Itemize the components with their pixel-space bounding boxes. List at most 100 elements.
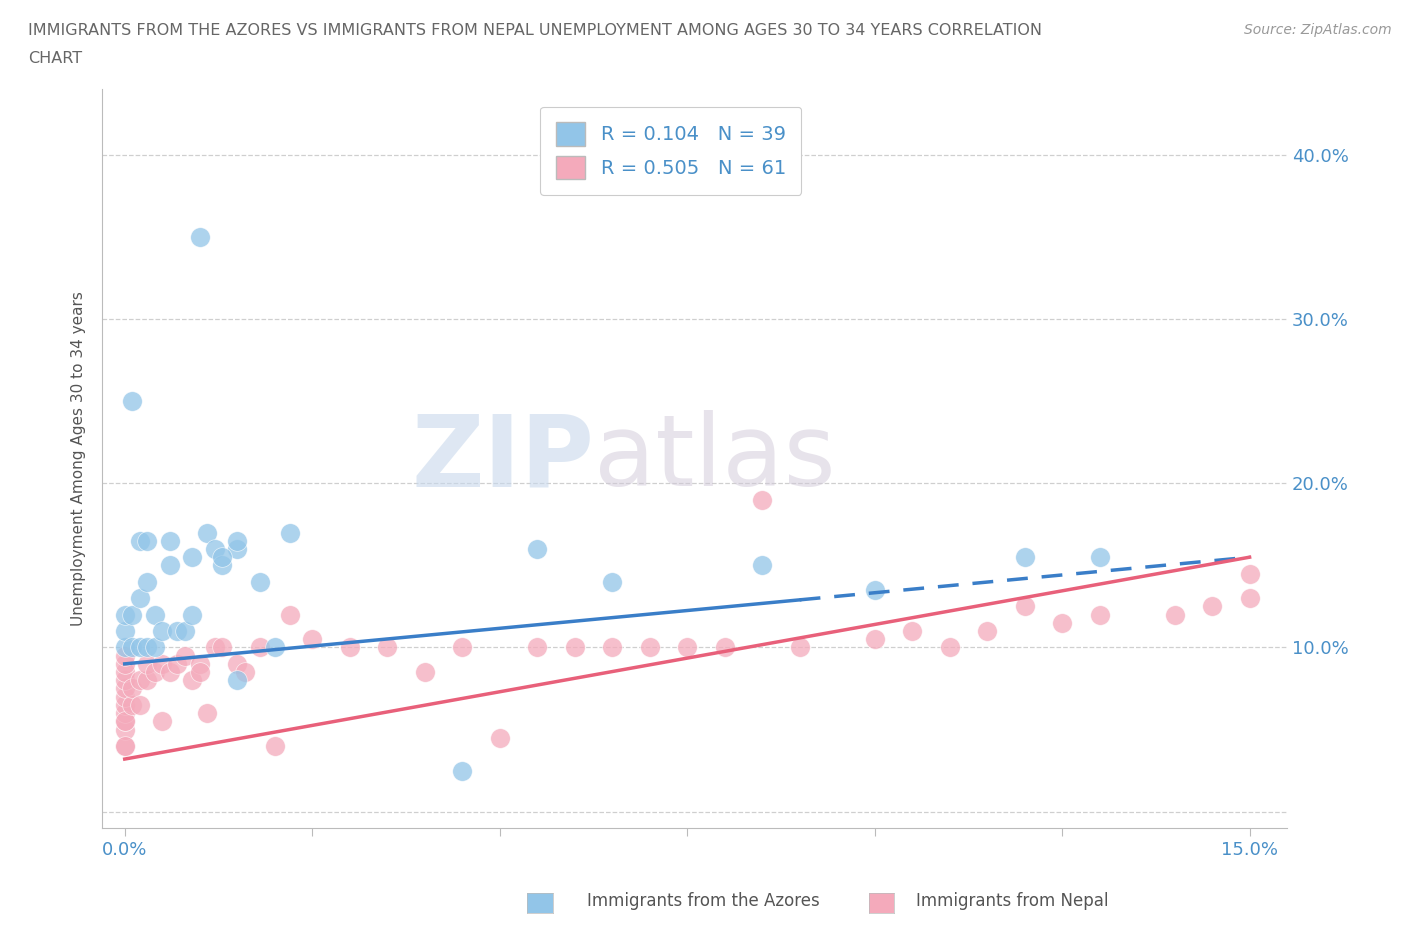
Point [204,640,226,655]
Point [1088,550,1111,565]
Point [121,607,143,622]
Point [339,640,361,655]
Point [451,640,474,655]
Point [114,738,136,753]
Point [114,657,136,671]
Point [128,591,150,605]
Point [211,640,233,655]
Point [713,640,735,655]
Point [121,393,143,408]
Point [143,607,166,622]
Point [188,230,211,245]
Point [195,525,218,540]
Point [1239,566,1261,581]
Point [1014,599,1036,614]
Point [278,525,301,540]
Point [1014,550,1036,565]
Point [263,738,285,753]
Point [159,533,181,548]
Point [638,640,661,655]
Point [181,550,204,565]
Point [1239,591,1261,605]
Point [150,624,173,639]
Point [204,541,226,556]
Point [901,624,924,639]
Point [233,665,256,680]
Point [114,665,136,680]
Point [114,706,136,721]
Point [181,607,204,622]
Point [278,607,301,622]
Point [751,558,773,573]
Point [114,681,136,696]
Point [166,657,188,671]
Point [136,575,159,590]
Point [211,550,233,565]
Point [600,640,623,655]
Point [451,764,474,778]
Point [413,665,436,680]
Point [114,714,136,729]
Point [159,558,181,573]
Point [114,640,136,655]
Text: Immigrants from Nepal: Immigrants from Nepal [917,892,1108,910]
Text: CHART: CHART [28,51,82,66]
Point [136,640,159,655]
Point [1088,607,1111,622]
Point [249,575,271,590]
Point [128,640,150,655]
Point [159,665,181,680]
Point [114,672,136,687]
Point [188,665,211,680]
Point [226,533,249,548]
Point [751,492,773,507]
Point [114,698,136,712]
Point [121,698,143,712]
Point [249,640,271,655]
Point [181,672,204,687]
Point [173,648,195,663]
Point [375,640,398,655]
Point [128,533,150,548]
Point [114,714,136,729]
Y-axis label: Unemployment Among Ages 30 to 34 years: Unemployment Among Ages 30 to 34 years [72,291,86,626]
Point [114,607,136,622]
Point [226,541,249,556]
Point [121,681,143,696]
Point [150,657,173,671]
Point [173,624,195,639]
Point [121,640,143,655]
Point [526,640,548,655]
Point [195,706,218,721]
Point [676,640,699,655]
Point [863,631,886,646]
Point [150,714,173,729]
Text: ZIP: ZIP [411,410,593,507]
Text: atlas: atlas [593,410,835,507]
Point [166,624,188,639]
Text: Source: ZipAtlas.com: Source: ZipAtlas.com [1244,23,1392,37]
Point [114,722,136,737]
Point [488,730,510,745]
Point [263,640,285,655]
Point [226,657,249,671]
Legend: R = 0.104   N = 39, R = 0.505   N = 61: R = 0.104 N = 39, R = 0.505 N = 61 [540,107,801,194]
Point [143,640,166,655]
Point [114,689,136,704]
Point [211,558,233,573]
Point [938,640,960,655]
Point [863,582,886,597]
Point [600,575,623,590]
Point [301,631,323,646]
Point [143,665,166,680]
Point [114,738,136,753]
Point [1201,599,1223,614]
Point [128,698,150,712]
Point [136,657,159,671]
Point [188,657,211,671]
Point [128,672,150,687]
Point [1050,616,1073,631]
Point [526,541,548,556]
Point [136,533,159,548]
Point [976,624,998,639]
